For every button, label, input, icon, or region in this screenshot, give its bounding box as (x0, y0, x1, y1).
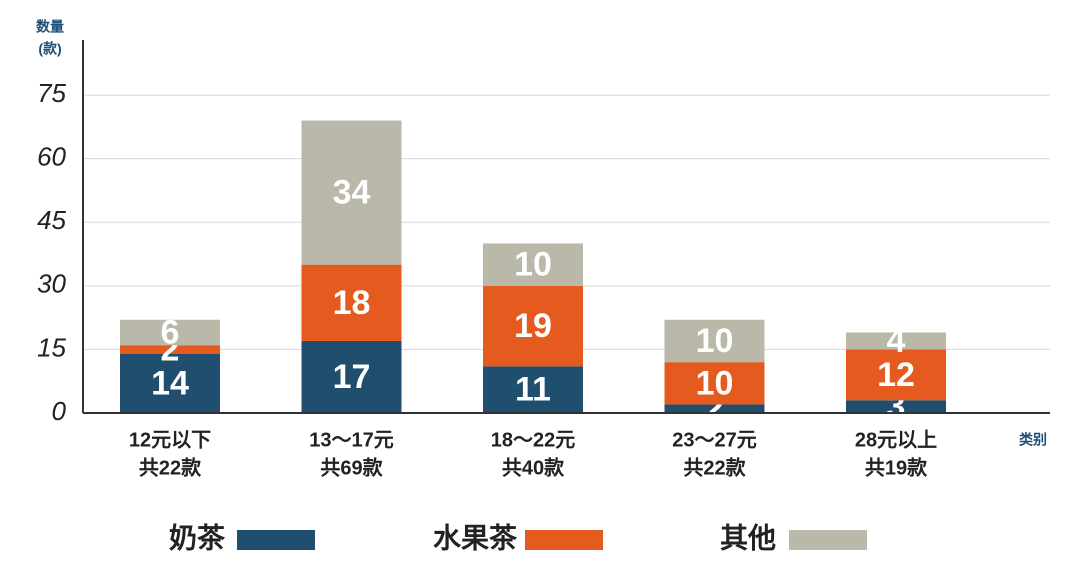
bar-segment (301, 120, 402, 265)
bar-segment (664, 362, 765, 405)
legend-label: 其他 (720, 522, 776, 553)
value-label: 6 (161, 313, 180, 351)
bar-segment (120, 319, 220, 346)
bar-segment (120, 353, 220, 413)
x-tick-label: 共40款 (502, 455, 565, 479)
value-label: 4 (887, 322, 906, 360)
x-tick-label: 28元以上 (855, 428, 937, 451)
value-label: 10 (696, 322, 734, 360)
bar-segment (483, 285, 583, 367)
x-tick-label: 12元以下 (129, 428, 211, 451)
bar-segment (664, 404, 765, 413)
legend-label: 水果茶 (433, 522, 518, 553)
y-tick-label: 0 (52, 396, 67, 426)
value-label: 10 (514, 246, 552, 284)
y-tick-label: 30 (37, 269, 66, 299)
x-tick-label: 共22款 (683, 455, 746, 479)
value-label: 34 (333, 174, 371, 212)
value-label: 18 (333, 284, 371, 322)
x-tick-label: 13～17元 (309, 429, 394, 451)
y-tick-label: 15 (37, 332, 66, 362)
x-tick-label: 共19款 (865, 455, 928, 479)
bar-segment (664, 319, 765, 363)
x-tick-label: 共69款 (320, 455, 383, 479)
x-tick-label: 共22款 (139, 455, 202, 479)
x-tick-label: 23～27元 (672, 429, 757, 451)
bar-segment (846, 400, 946, 413)
bar-segment (483, 366, 583, 413)
value-label: 10 (696, 364, 734, 402)
y-tick-label: 75 (37, 78, 66, 108)
y-tick-label: 60 (37, 142, 66, 172)
legend-swatch (237, 530, 315, 550)
value-label: 19 (514, 307, 552, 345)
legend-swatch (789, 530, 867, 550)
legend-swatch (525, 530, 603, 550)
value-label: 14 (151, 364, 189, 402)
bar-segment (120, 345, 220, 354)
x-tick-label: 18～22元 (491, 429, 576, 451)
legend-label: 奶茶 (169, 522, 226, 553)
bar-segment (846, 332, 946, 350)
y-axis-label: 数量 (36, 19, 64, 35)
value-label: 11 (515, 371, 551, 409)
x-axis-label: 类别 (1019, 432, 1047, 448)
y-axis-label: (款) (38, 41, 61, 57)
y-tick-label: 45 (37, 205, 66, 235)
value-label: 12 (877, 356, 915, 394)
value-label: 17 (333, 358, 371, 396)
bar-segment (483, 243, 583, 286)
bar-segment (301, 340, 402, 413)
bar-segment (301, 264, 402, 341)
bar-segment (846, 349, 946, 401)
